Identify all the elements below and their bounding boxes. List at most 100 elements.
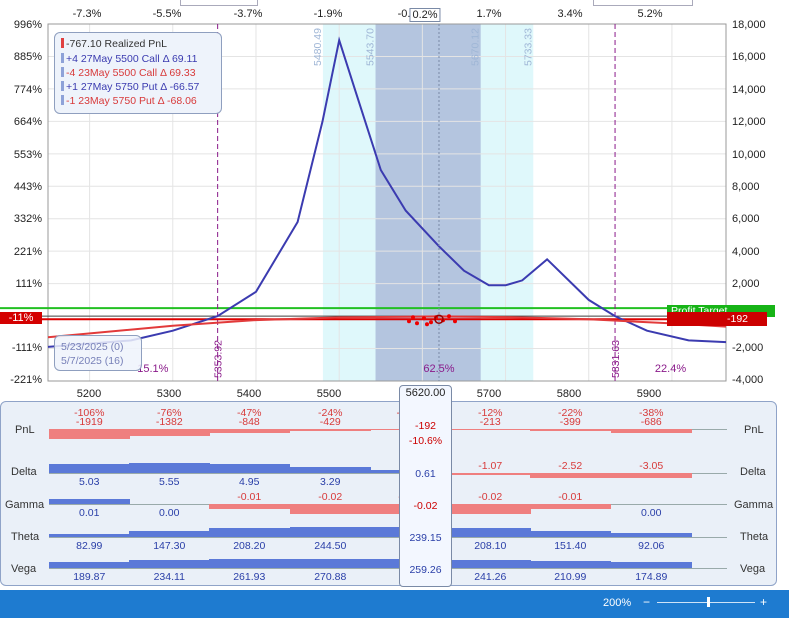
pnl-bar — [450, 429, 531, 431]
right-axis-label: 16,000 — [732, 51, 766, 63]
pnl-value: -429 — [319, 416, 341, 428]
x-axis-label: 5300 — [156, 388, 182, 400]
cursor-pnl-pct: -10.6% — [408, 435, 443, 447]
left-axis-label: 332% — [13, 213, 42, 225]
delta-bar — [129, 463, 210, 473]
delta-bar — [209, 464, 290, 473]
left-axis-label: -221% — [10, 374, 42, 386]
delta-value: -2.52 — [558, 460, 583, 472]
cursor-vega: 259.26 — [409, 564, 442, 576]
vega-value: 241.26 — [474, 571, 507, 583]
cursor-gamma: -0.02 — [413, 500, 438, 512]
price-cluster-dot — [406, 319, 411, 324]
legend-item: -767.10 Realized PnL — [61, 38, 167, 50]
right-axis-label: 6,000 — [732, 213, 760, 225]
gamma-value: 0.00 — [641, 507, 662, 519]
pnl-value: -1382 — [155, 416, 183, 428]
pnl-bar — [611, 429, 692, 433]
delta-bar — [290, 467, 371, 473]
top-axis-label: -3.7% — [233, 8, 263, 20]
zoom-out-button[interactable]: − — [643, 595, 651, 609]
x-axis-label: 5800 — [556, 388, 582, 400]
gamma-value: 0.01 — [79, 507, 100, 519]
date-item[interactable]: 5/7/2025 (16) — [61, 355, 124, 367]
theta-value: 244.50 — [314, 540, 347, 552]
date-selector[interactable]: 5/23/2025 (0) 5/7/2025 (16) — [54, 335, 142, 371]
left-axis-label: -111% — [11, 342, 42, 354]
legend-item: +4 27May 5500 Call Δ 69.11 — [61, 53, 197, 65]
gamma-value: -0.01 — [558, 491, 583, 503]
top-right-input-edge[interactable] — [593, 0, 693, 6]
pnl-pct-value: -47% — [236, 407, 262, 419]
pnl-pct-value: -38% — [638, 407, 664, 419]
top-axis-label: -5.5% — [152, 8, 182, 20]
current-pct-tag: -11% — [0, 312, 42, 324]
delta-baseline — [49, 473, 727, 474]
delta-bar — [611, 473, 692, 479]
vega-value: 210.99 — [554, 571, 587, 583]
delta-value: 4.95 — [239, 476, 260, 488]
x-axis-label: 5200 — [76, 388, 102, 400]
gamma-value: 0.00 — [159, 507, 180, 519]
right-axis-label: 2,000 — [732, 278, 760, 290]
zoom-slider[interactable] — [657, 602, 755, 603]
current-value-tag: -192 — [667, 312, 767, 326]
theta-bar — [129, 530, 210, 537]
cursor-theta: 239.15 — [409, 532, 442, 544]
price-cluster-dot — [414, 321, 419, 326]
gamma-value: -0.02 — [318, 491, 343, 503]
left-axis-label: 553% — [13, 149, 42, 161]
delta-value: -1.07 — [478, 460, 503, 472]
delta-bar — [530, 473, 611, 478]
right-axis-label: 4,000 — [732, 246, 760, 258]
theta-value: 147.30 — [153, 540, 186, 552]
date-item[interactable]: 5/23/2025 (0) — [61, 341, 124, 353]
left-axis-label: 774% — [13, 84, 42, 96]
x-axis-label: 5400 — [236, 388, 262, 400]
x-axis-label: 5700 — [476, 388, 502, 400]
top-axis-label: 5.2% — [637, 8, 663, 20]
zoom-slider-thumb[interactable] — [707, 597, 710, 607]
pnl-value: -1919 — [75, 416, 103, 428]
breakeven-label: 5831.63 — [610, 340, 622, 378]
greek-label-right: Vega — [740, 563, 766, 575]
cursor-readout[interactable]: 5620.00 -192 -10.6% 0.61 -0.02 239.15 25… — [399, 385, 452, 587]
status-bar: 200% − + — [0, 590, 789, 618]
left-axis-label: 111% — [15, 278, 42, 290]
gamma-bar — [209, 504, 290, 509]
top-axis-cursor-label: 0.2% — [409, 8, 441, 22]
legend-item: +1 27May 5750 Put Δ -66.57 — [61, 81, 199, 93]
top-left-input-edge[interactable] — [180, 0, 258, 6]
pnl-pct-value: -76% — [156, 407, 182, 419]
greek-label-left: PnL — [15, 424, 35, 436]
pnl-bar — [209, 429, 290, 434]
theta-bar — [530, 530, 611, 537]
pnl-bar — [49, 429, 130, 439]
vega-bar — [611, 562, 692, 568]
gamma-value: -0.01 — [237, 491, 262, 503]
left-axis-label: 664% — [13, 116, 42, 128]
zoom-level: 200% — [603, 597, 632, 609]
gamma-bar — [49, 499, 130, 504]
pnl-chart[interactable]: Max Loss5353.925831.635480.495543.705670… — [0, 0, 789, 400]
legend-item: -1 23May 5750 Put Δ -68.06 — [61, 95, 197, 107]
vega-value: 234.11 — [153, 571, 185, 583]
vega-value: 270.88 — [314, 571, 347, 583]
greek-label-right: Delta — [740, 466, 766, 478]
pnl-value: -686 — [640, 416, 662, 428]
theta-baseline — [49, 537, 727, 538]
theta-bar — [611, 533, 692, 537]
greek-label-left: Gamma — [5, 499, 45, 511]
theta-value: 208.10 — [474, 540, 507, 552]
zoom-in-button[interactable]: + — [760, 595, 768, 609]
gamma-bar — [530, 504, 611, 509]
top-axis-label: -0. — [397, 8, 411, 20]
vega-bar — [49, 561, 130, 568]
x-axis-label: 5900 — [636, 388, 662, 400]
greek-label-right: Gamma — [734, 499, 774, 511]
left-axis-label: 443% — [13, 181, 42, 193]
greek-label-left: Vega — [11, 563, 37, 575]
pnl-pct-value: -106% — [74, 407, 105, 419]
right-axis-label: 10,000 — [732, 149, 766, 161]
cursor-price: 5620.00 — [405, 387, 446, 399]
